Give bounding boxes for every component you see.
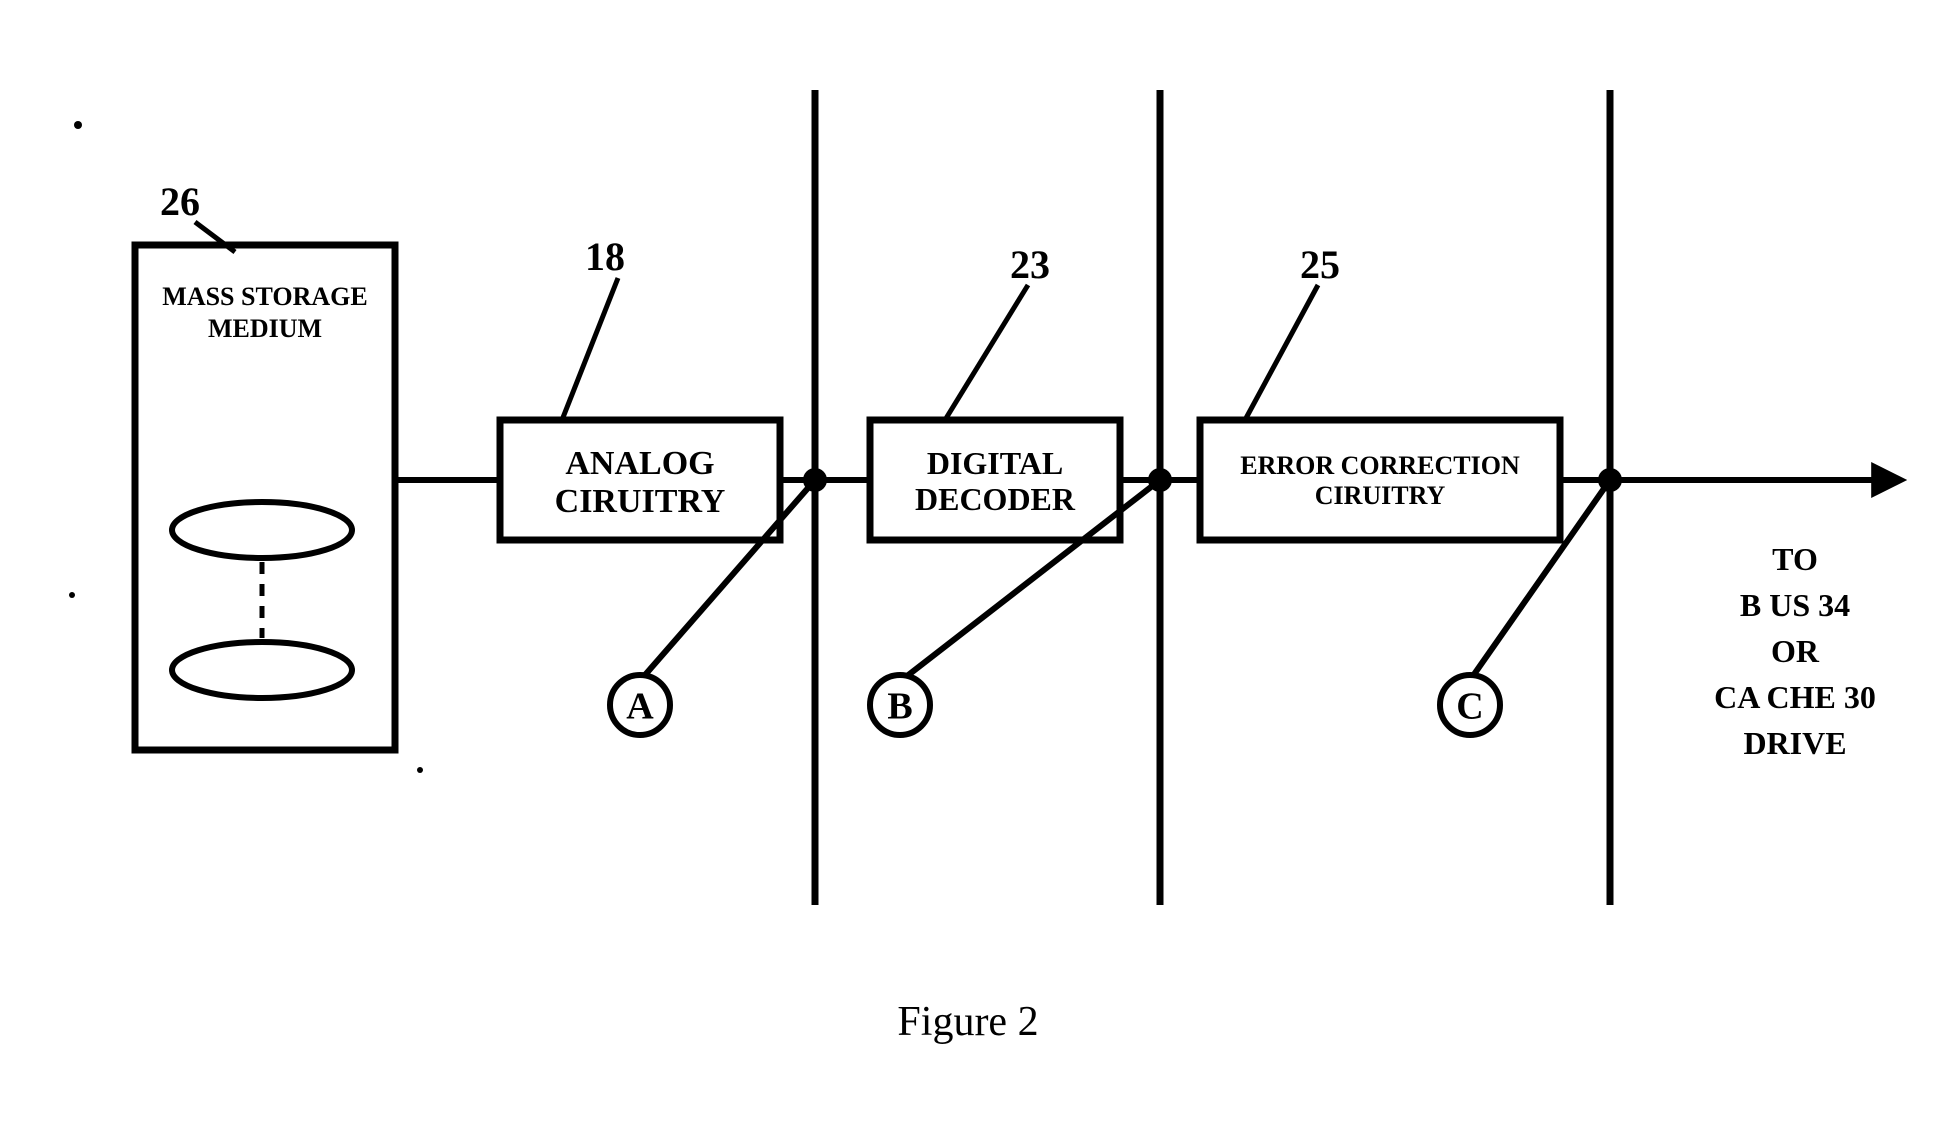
output-label-line-3: CA CHE 30 — [1714, 679, 1876, 715]
output-label-line-4: DRIVE — [1743, 725, 1846, 761]
figure-caption: Figure 2 — [897, 999, 1038, 1045]
ref-ecc-text: 25 — [1300, 242, 1340, 287]
mass-storage-label-line2: MEDIUM — [208, 314, 322, 343]
digital-label-line2: DECODER — [915, 481, 1076, 517]
ref-analog-text: 18 — [585, 234, 625, 279]
ecc-block: ERROR CORRECTIONCIRUITRY — [1200, 420, 1560, 540]
tap-letter-b: B — [887, 685, 912, 727]
ref-mass_storage-text: 26 — [160, 179, 200, 224]
output-label-line-0: TO — [1772, 541, 1818, 577]
ref-digital-text: 23 — [1010, 242, 1050, 287]
mass-storage-label-line1: MASS STORAGE — [162, 282, 367, 311]
tap-letter-a: A — [626, 685, 654, 727]
output-label-line-2: OR — [1771, 633, 1820, 669]
tap-letter-c: C — [1456, 685, 1483, 727]
digital-block: DIGITALDECODER — [870, 420, 1120, 540]
analog-block: ANALOGCIRUITRY — [500, 420, 780, 540]
ecc-label-line1: ERROR CORRECTION — [1240, 451, 1520, 480]
mass-storage-block: MASS STORAGE MEDIUM — [135, 245, 395, 750]
analog-label-line2: CIRUITRY — [555, 483, 726, 520]
ecc-label-line2: CIRUITRY — [1315, 481, 1446, 510]
output-label-line-1: B US 34 — [1740, 587, 1850, 623]
analog-label-line1: ANALOG — [565, 445, 714, 482]
digital-label-line1: DIGITAL — [927, 445, 1063, 481]
